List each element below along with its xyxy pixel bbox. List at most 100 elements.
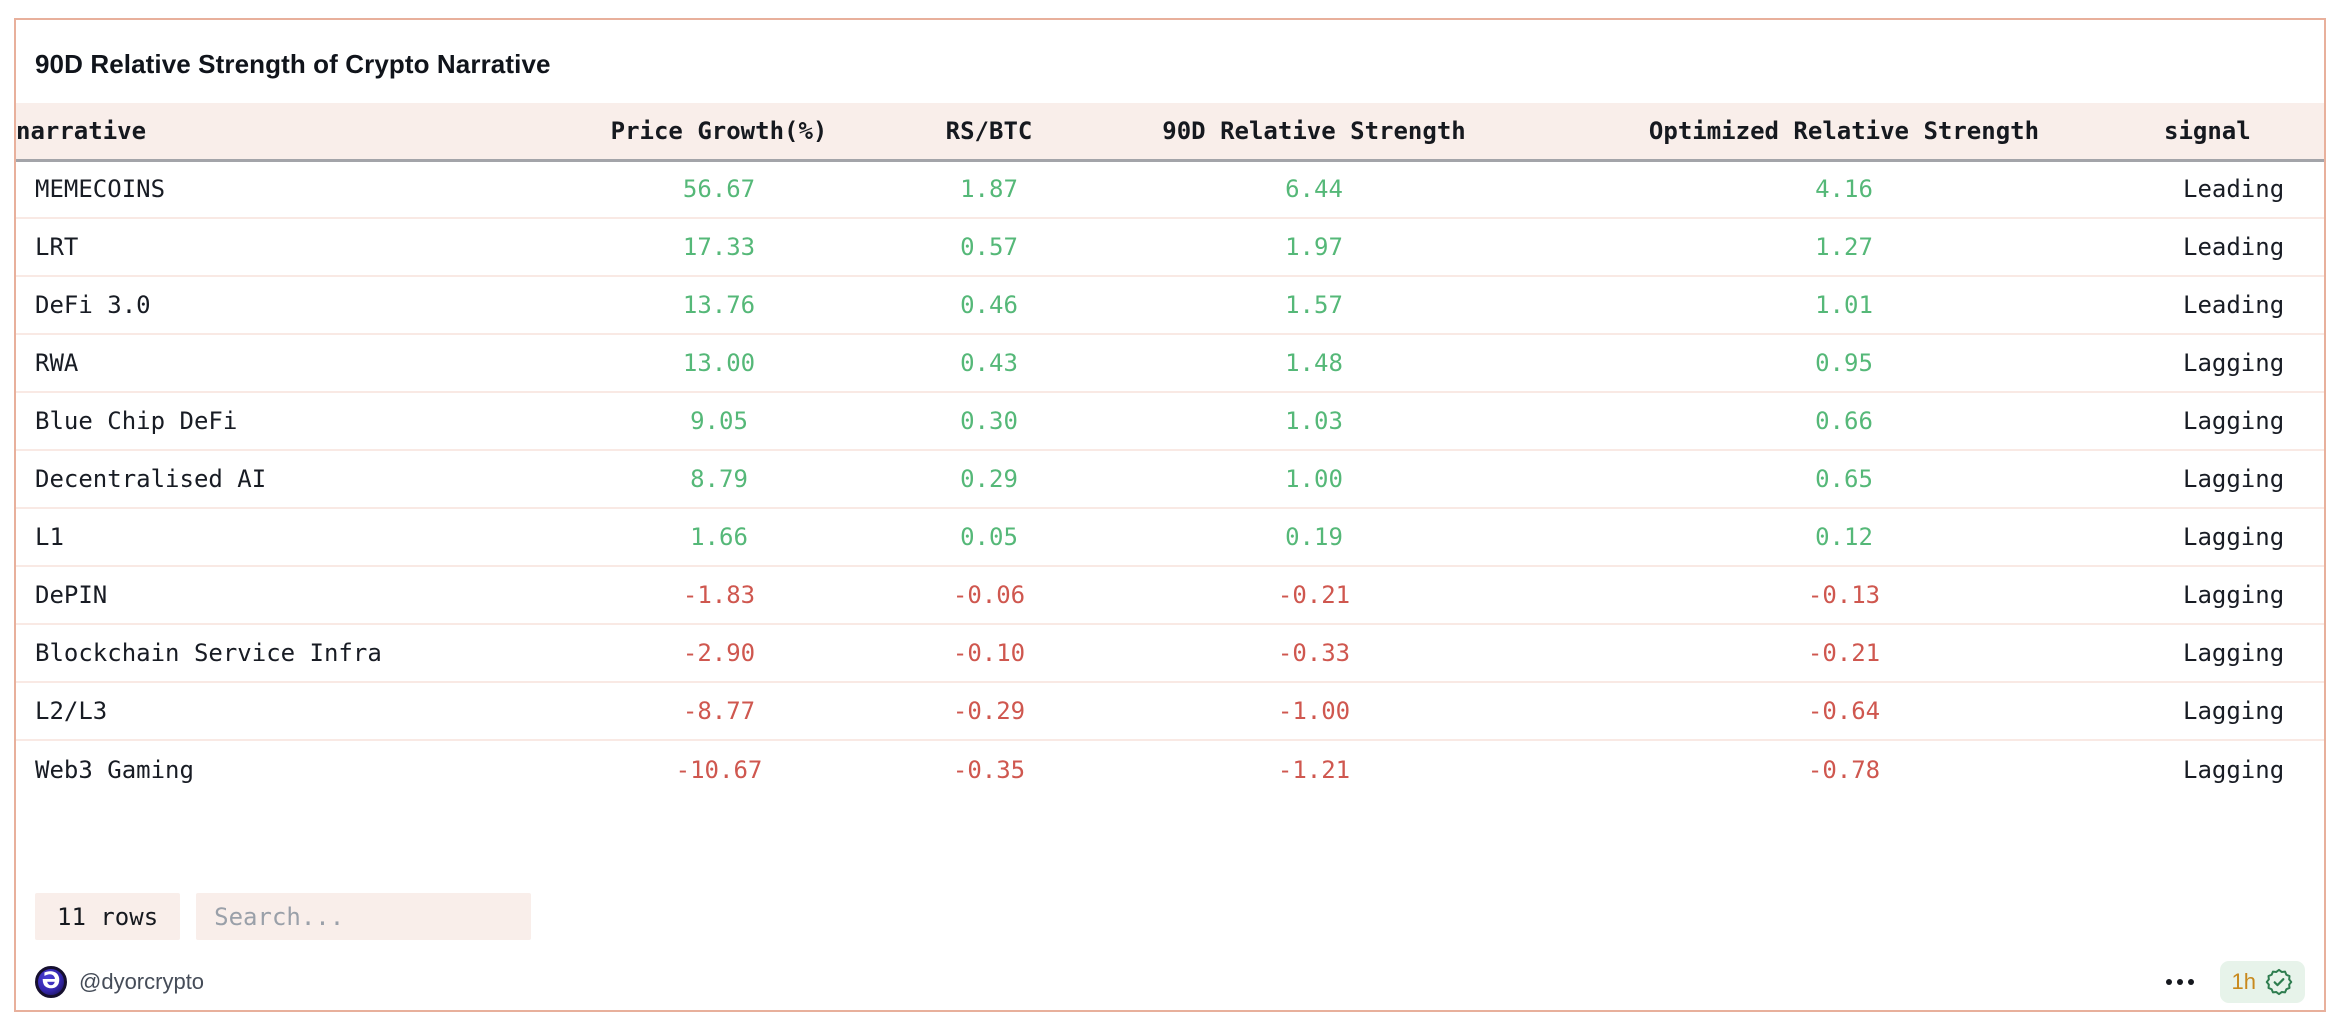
signal-cell: Lagging [2164, 391, 2324, 450]
value-cell: -1.21 [1104, 739, 1524, 798]
value-cell: -2.90 [564, 623, 874, 682]
table-row: MEMECOINS 56.67 1.87 6.44 4.16 Leading [16, 160, 2324, 218]
value-cell: 56.67 [682, 175, 756, 204]
narrative-cell: DePIN [16, 565, 564, 624]
age-label: 1h [2231, 969, 2256, 994]
value-cell: 4.16 [1815, 175, 1873, 204]
dyorcrypto-logo-icon: Ə [35, 966, 67, 998]
narrative-cell: DeFi 3.0 [16, 275, 564, 334]
value-cell: 17.33 [564, 217, 874, 276]
value-cell: 1.00 [1104, 449, 1524, 508]
table-row: RWA 13.00 0.43 1.48 0.95 Lagging [16, 333, 2324, 392]
ellipsis-icon [2165, 979, 2172, 985]
table-row: Blockchain Service Infra -2.90 -0.10 -0.33-… [16, 623, 2324, 682]
column-header: narrative [16, 103, 564, 162]
narrative-cell: RWA [16, 333, 564, 392]
table-controls: 11 rows [35, 893, 2305, 940]
signal-cell: Lagging [2164, 333, 2324, 392]
column-header: RS/BTC [874, 103, 1104, 162]
value-cell: 1.01 [1524, 275, 2164, 334]
value-cell: 1.87 [960, 175, 1018, 204]
value-cell: 8.79 [564, 449, 874, 508]
value-cell: -0.21 [1104, 565, 1524, 624]
value-cell: 1.97 [1104, 217, 1524, 276]
value-cell: 0.29 [874, 449, 1104, 508]
value-cell: -0.78 [1524, 739, 2164, 798]
verified-check-icon [2265, 968, 2293, 996]
signal-cell: Leading [2164, 217, 2324, 276]
value-cell: 1.03 [1104, 391, 1524, 450]
value-cell: -10.67 [564, 739, 874, 798]
value-cell: -0.21 [1524, 623, 2164, 682]
value-cell: -1.00 [1104, 681, 1524, 740]
value-cell: -0.06 [874, 565, 1104, 624]
narrative-cell: Decentralised AI [16, 449, 564, 508]
row-count-badge[interactable]: 11 rows [35, 893, 181, 940]
narrative-strength-card: 90D Relative Strength of Crypto Narrativ… [14, 18, 2326, 1012]
card-footer: Ə @dyorcrypto 1h [35, 961, 2305, 1003]
value-cell: 0.19 [1104, 507, 1524, 566]
value-cell: 0.05 [874, 507, 1104, 566]
narrative-cell: Blockchain Service Infra [16, 623, 564, 682]
narrative-cell: Blue Chip DeFi [16, 391, 564, 450]
value-cell: 0.12 [1524, 507, 2164, 566]
signal-cell: Lagging [2164, 565, 2324, 624]
table-row: DePIN -1.83 -0.06 -0.21 -0.13 Lagging [16, 565, 2324, 624]
value-cell: 13.00 [564, 333, 874, 392]
value-cell: 1.48 [1104, 333, 1524, 392]
value-cell: -0.64 [1524, 681, 2164, 740]
narrative-cell: L1 [16, 507, 564, 566]
value-cell: -0.35 [874, 739, 1104, 798]
narrative-table: narrative Price Growth(%) RS/BTC 90D Relati… [16, 103, 2324, 798]
value-cell: 6.44 [1285, 175, 1343, 204]
column-header: signal [2164, 103, 2324, 162]
signal-cell: Lagging [2164, 507, 2324, 566]
narrative-cell: MEMECOINS [35, 175, 166, 204]
data-age-badge: 1h [2219, 961, 2305, 1003]
table-row: L2/L3 -8.77 -0.29 -1.00 -0.64 Lagging [16, 681, 2324, 740]
attribution-link[interactable]: Ə @dyorcrypto [35, 966, 204, 998]
narrative-cell: L2/L3 [16, 681, 564, 740]
value-cell: 1.66 [564, 507, 874, 566]
search-input[interactable] [196, 893, 532, 940]
signal-cell: Leading [2183, 175, 2285, 204]
author-handle: @dyorcrypto [79, 969, 205, 994]
table-row: Blue Chip DeFi 9.05 0.30 1.03 0.66 Lagging [16, 391, 2324, 450]
value-cell: -0.13 [1524, 565, 2164, 624]
value-cell: 0.30 [874, 391, 1104, 450]
value-cell: -0.10 [874, 623, 1104, 682]
value-cell: -0.29 [874, 681, 1104, 740]
table-row: L1 1.66 0.05 0.19 0.12 Lagging [16, 507, 2324, 566]
table-header-row: narrative Price Growth(%) RS/BTC 90D Relati… [16, 103, 2324, 162]
table-body: MEMECOINS 56.67 1.87 6.44 4.16 Leading LRT 17.3… [16, 160, 2324, 798]
value-cell: 9.05 [564, 391, 874, 450]
signal-cell: Leading [2164, 275, 2324, 334]
column-header: Optimized Relative Strength [1524, 103, 2164, 162]
column-header: 90D Relative Strength [1104, 103, 1524, 162]
table-row: Web3 Gaming -10.67 -0.35 -1.21 -0.78 Lagging [16, 739, 2324, 798]
value-cell: -0.33 [1104, 623, 1524, 682]
narrative-cell: Web3 Gaming [16, 739, 564, 798]
value-cell: 1.57 [1104, 275, 1524, 334]
value-cell: -8.77 [564, 681, 874, 740]
signal-cell: Lagging [2164, 623, 2324, 682]
signal-cell: Lagging [2164, 449, 2324, 508]
more-options-button[interactable] [2156, 965, 2204, 999]
value-cell: 0.43 [874, 333, 1104, 392]
value-cell: 0.57 [874, 217, 1104, 276]
signal-cell: Lagging [2164, 739, 2324, 798]
value-cell: 0.46 [874, 275, 1104, 334]
table-row: DeFi 3.0 13.76 0.46 1.57 1.01 Leading [16, 275, 2324, 334]
value-cell: 13.76 [564, 275, 874, 334]
value-cell: 0.65 [1524, 449, 2164, 508]
table-row: Decentralised AI 8.79 0.29 1.00 0.65 Lagging [16, 449, 2324, 508]
value-cell: 0.95 [1524, 333, 2164, 392]
value-cell: 0.66 [1524, 391, 2164, 450]
column-header: Price Growth(%) [564, 103, 874, 162]
value-cell: 1.27 [1524, 217, 2164, 276]
signal-cell: Lagging [2164, 681, 2324, 740]
page-title: 90D Relative Strength of Crypto Narrativ… [35, 49, 551, 79]
table-row: LRT 17.33 0.57 1.97 1.27 Leading [16, 217, 2324, 276]
narrative-cell: LRT [16, 217, 564, 276]
value-cell: -1.83 [564, 565, 874, 624]
